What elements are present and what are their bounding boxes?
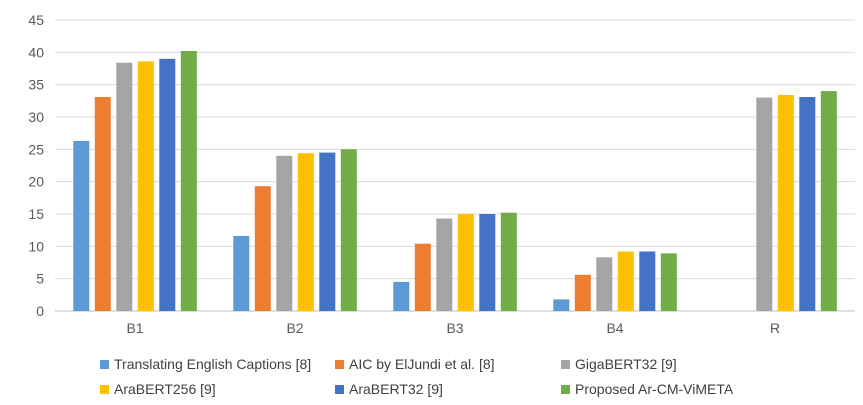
legend-item: Translating English Captions [8] [100,354,311,374]
bar-b3-series-5 [479,214,496,311]
bar-b3-series-6 [500,212,517,311]
y-tick-label: 10 [28,238,44,254]
bar-r-series-5 [799,97,816,311]
bar-b2-series-2 [254,186,271,311]
bar-r-series-3 [756,97,773,311]
y-tick-label: 40 [28,44,44,60]
legend-item: Proposed Ar-CM-ViMETA [561,379,733,399]
bar-b3-series-1 [393,281,410,311]
legend-label: Translating English Captions [8] [114,356,312,372]
x-tick-label-b2: B2 [286,320,303,336]
bar-b1-series-1 [73,140,90,311]
bar-b3-series-4 [457,214,474,311]
bar-b1-series-2 [94,97,111,311]
bar-b4-series-4 [617,251,634,311]
x-tick-label-b1: B1 [126,320,143,336]
bars [73,51,837,312]
legend-item: AIC by ElJundi et al. [8] [335,354,495,374]
bar-b1-series-6 [180,51,197,311]
legend-swatch [561,359,570,369]
bar-r-series-6 [820,91,837,311]
bar-b2-series-5 [319,152,336,311]
x-tick-label-b4: B4 [606,320,623,336]
bar-b4-series-5 [639,251,656,311]
x-tick-label-b3: B3 [446,320,463,336]
y-tick-label: 0 [36,303,44,319]
legend-swatch [335,384,344,394]
x-axis-tick-labels: B1 B2 B3 B4 R [126,320,780,336]
legend-label: GigaBERT32 [9] [575,356,677,372]
legend-item: AraBERT32 [9] [335,379,443,399]
legend-swatch [561,384,570,394]
y-tick-label: 45 [28,12,44,28]
bar-b1-series-5 [159,58,176,311]
y-tick-label: 5 [36,271,44,287]
bar-b3-series-3 [436,218,453,311]
bar-r-series-4 [777,95,794,311]
y-tick-label: 15 [28,206,44,222]
legend: Translating English Captions [8] AIC by E… [0,348,863,405]
legend-label: AraBERT32 [9] [349,381,443,397]
bar-b1-series-4 [137,61,154,312]
y-tick-label: 30 [28,109,44,125]
legend-swatch [335,359,344,369]
bar-b4-series-6 [660,253,677,311]
legend-label: AIC by ElJundi et al. [8] [349,356,495,372]
legend-swatch [100,359,109,369]
bar-b2-series-4 [297,153,314,311]
x-tick-label-r: R [770,320,780,336]
bar-b2-series-1 [233,236,250,311]
bar-b1-series-3 [116,62,133,312]
bar-b2-series-3 [276,155,293,311]
y-axis-tick-labels: 0 5 10 15 20 25 30 35 40 45 [28,12,44,319]
bar-chart: 0 5 10 15 20 25 30 35 40 45 B1 B2 B3 B4 R [28,12,855,336]
bar-b4-series-1 [553,299,570,311]
legend-item: GigaBERT32 [9] [561,354,677,374]
y-tick-label: 25 [28,141,44,157]
legend-item: AraBERT256 [9] [100,379,216,399]
legend-label: Proposed Ar-CM-ViMETA [575,381,734,397]
bar-b4-series-3 [596,257,613,311]
bar-b2-series-6 [340,149,357,311]
y-tick-label: 20 [28,174,44,190]
legend-label: AraBERT256 [9] [114,381,216,397]
bar-b4-series-2 [574,274,591,311]
y-tick-label: 35 [28,77,44,93]
legend-swatch [100,384,109,394]
bar-b3-series-2 [414,243,431,311]
